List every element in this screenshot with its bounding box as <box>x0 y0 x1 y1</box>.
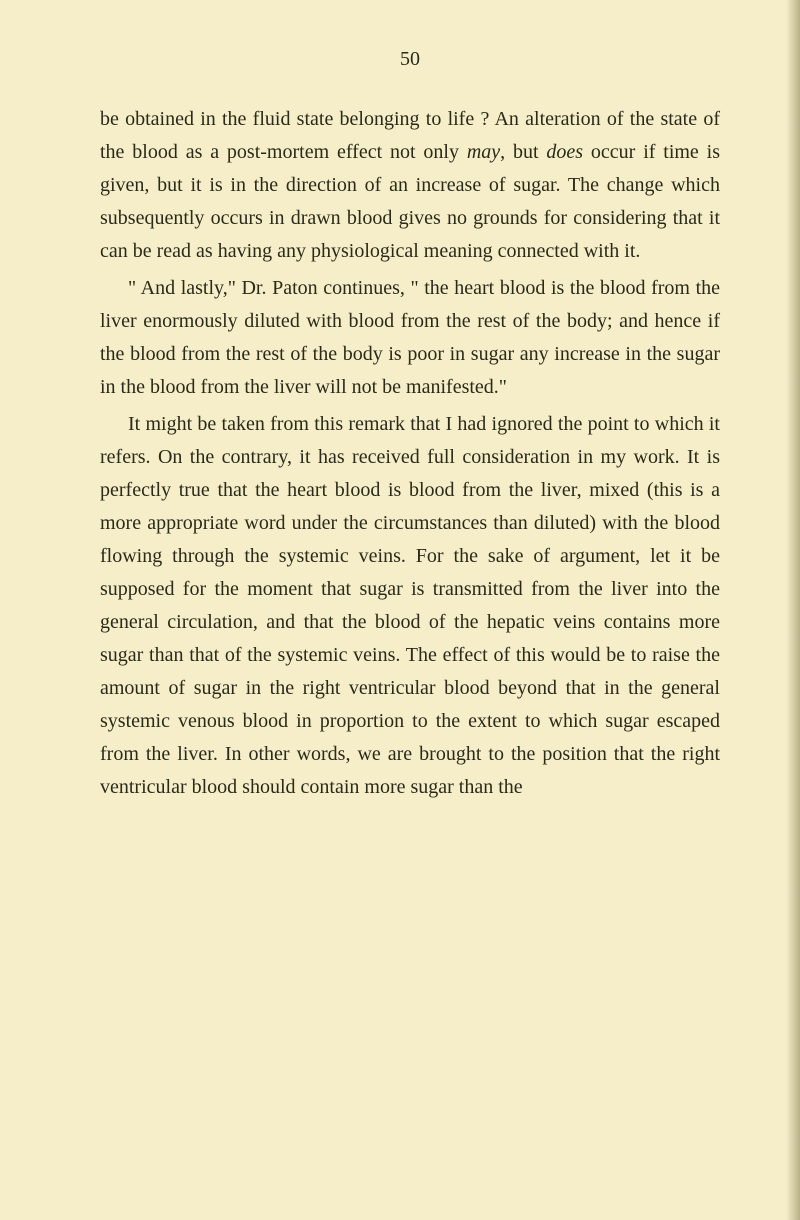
italic-text: does <box>546 141 583 163</box>
page-edge-shadow <box>786 0 800 1220</box>
text-segment: , but <box>500 141 546 163</box>
text-segment: It might be taken from this remark that … <box>100 413 720 798</box>
italic-text: may <box>467 141 500 163</box>
page-number: 50 <box>100 48 720 71</box>
document-page: 50 be obtained in the fluid state belong… <box>0 0 800 1220</box>
text-segment: " And lastly," Dr. Paton continues, " th… <box>100 277 720 398</box>
paragraph-1: be obtained in the fluid state belonging… <box>100 103 720 268</box>
paragraph-3: It might be taken from this remark that … <box>100 408 720 804</box>
paragraph-2: " And lastly," Dr. Paton continues, " th… <box>100 272 720 404</box>
